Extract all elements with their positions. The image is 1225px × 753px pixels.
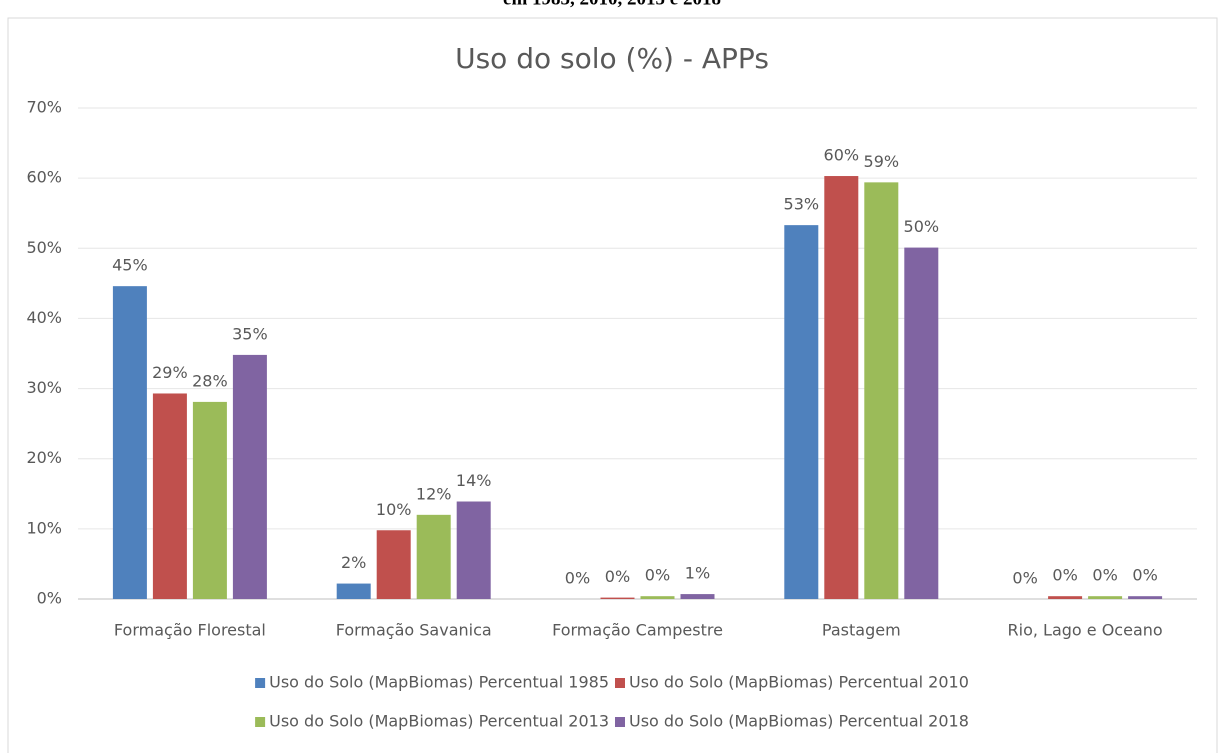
legend-label: Uso do Solo (MapBiomas) Percentual 2010 xyxy=(629,673,969,692)
data-label: 60% xyxy=(824,146,860,165)
bar xyxy=(192,401,227,599)
y-tick-label: 70% xyxy=(26,98,62,117)
legend-label: Uso do Solo (MapBiomas) Percentual 1985 xyxy=(269,673,609,692)
bar xyxy=(1088,596,1123,599)
bar xyxy=(112,286,147,599)
y-tick-label: 0% xyxy=(37,589,62,608)
legend-swatch xyxy=(255,678,266,688)
data-label: 28% xyxy=(192,371,228,390)
x-tick-label: Formação Savanica xyxy=(336,621,492,640)
data-label: 59% xyxy=(864,152,900,171)
y-tick-label: 10% xyxy=(26,518,62,537)
data-label: 0% xyxy=(605,567,630,586)
data-label: 35% xyxy=(232,324,268,343)
chart-border xyxy=(7,17,1218,753)
bar xyxy=(640,596,675,599)
bar xyxy=(864,182,899,599)
x-tick-label: Formação Campestre xyxy=(552,621,723,640)
data-label: 29% xyxy=(152,363,188,382)
data-label: 50% xyxy=(904,217,940,236)
y-tick-label: 30% xyxy=(26,378,62,397)
bar xyxy=(376,530,411,599)
legend-swatch xyxy=(255,717,266,727)
bar xyxy=(824,176,859,599)
y-tick-label: 60% xyxy=(26,168,62,187)
x-tick-label: Pastagem xyxy=(822,621,901,640)
legend-swatch xyxy=(615,717,625,727)
legend-label: Uso do Solo (MapBiomas) Percentual 2013 xyxy=(269,712,609,731)
data-label: 0% xyxy=(1132,566,1157,585)
bar xyxy=(784,225,819,600)
data-label: 1% xyxy=(685,564,710,583)
y-tick-label: 50% xyxy=(26,238,62,257)
bar xyxy=(680,594,715,599)
data-label: 0% xyxy=(645,566,670,585)
data-label: 2% xyxy=(341,553,366,572)
bar xyxy=(456,501,491,599)
x-tick-label: Rio, Lago e Oceano xyxy=(1008,621,1163,640)
y-tick-label: 20% xyxy=(26,448,62,467)
data-label: 53% xyxy=(784,195,820,214)
bar xyxy=(1128,596,1163,599)
data-label: 14% xyxy=(456,471,492,490)
legend-swatch xyxy=(615,678,625,688)
bar xyxy=(1048,596,1083,599)
data-label: 0% xyxy=(1092,566,1117,585)
data-label: 0% xyxy=(565,569,590,588)
data-label: 10% xyxy=(376,500,412,519)
bar xyxy=(416,514,451,599)
data-label: 0% xyxy=(1052,566,1077,585)
x-tick-label: Formação Florestal xyxy=(114,621,266,640)
bar xyxy=(904,247,939,599)
data-label: 0% xyxy=(1012,569,1037,588)
y-tick-label: 40% xyxy=(26,308,62,327)
chart-title: Uso do solo (%) - APPs xyxy=(455,42,769,75)
bar xyxy=(152,393,187,599)
caption: em 1985, 2010, 2015 e 2018 xyxy=(503,0,721,9)
bar xyxy=(336,583,371,599)
data-label: 45% xyxy=(112,256,148,275)
bar xyxy=(600,597,635,599)
data-label: 12% xyxy=(416,484,452,503)
bar xyxy=(232,354,267,599)
legend-label: Uso do Solo (MapBiomas) Percentual 2018 xyxy=(629,712,969,731)
